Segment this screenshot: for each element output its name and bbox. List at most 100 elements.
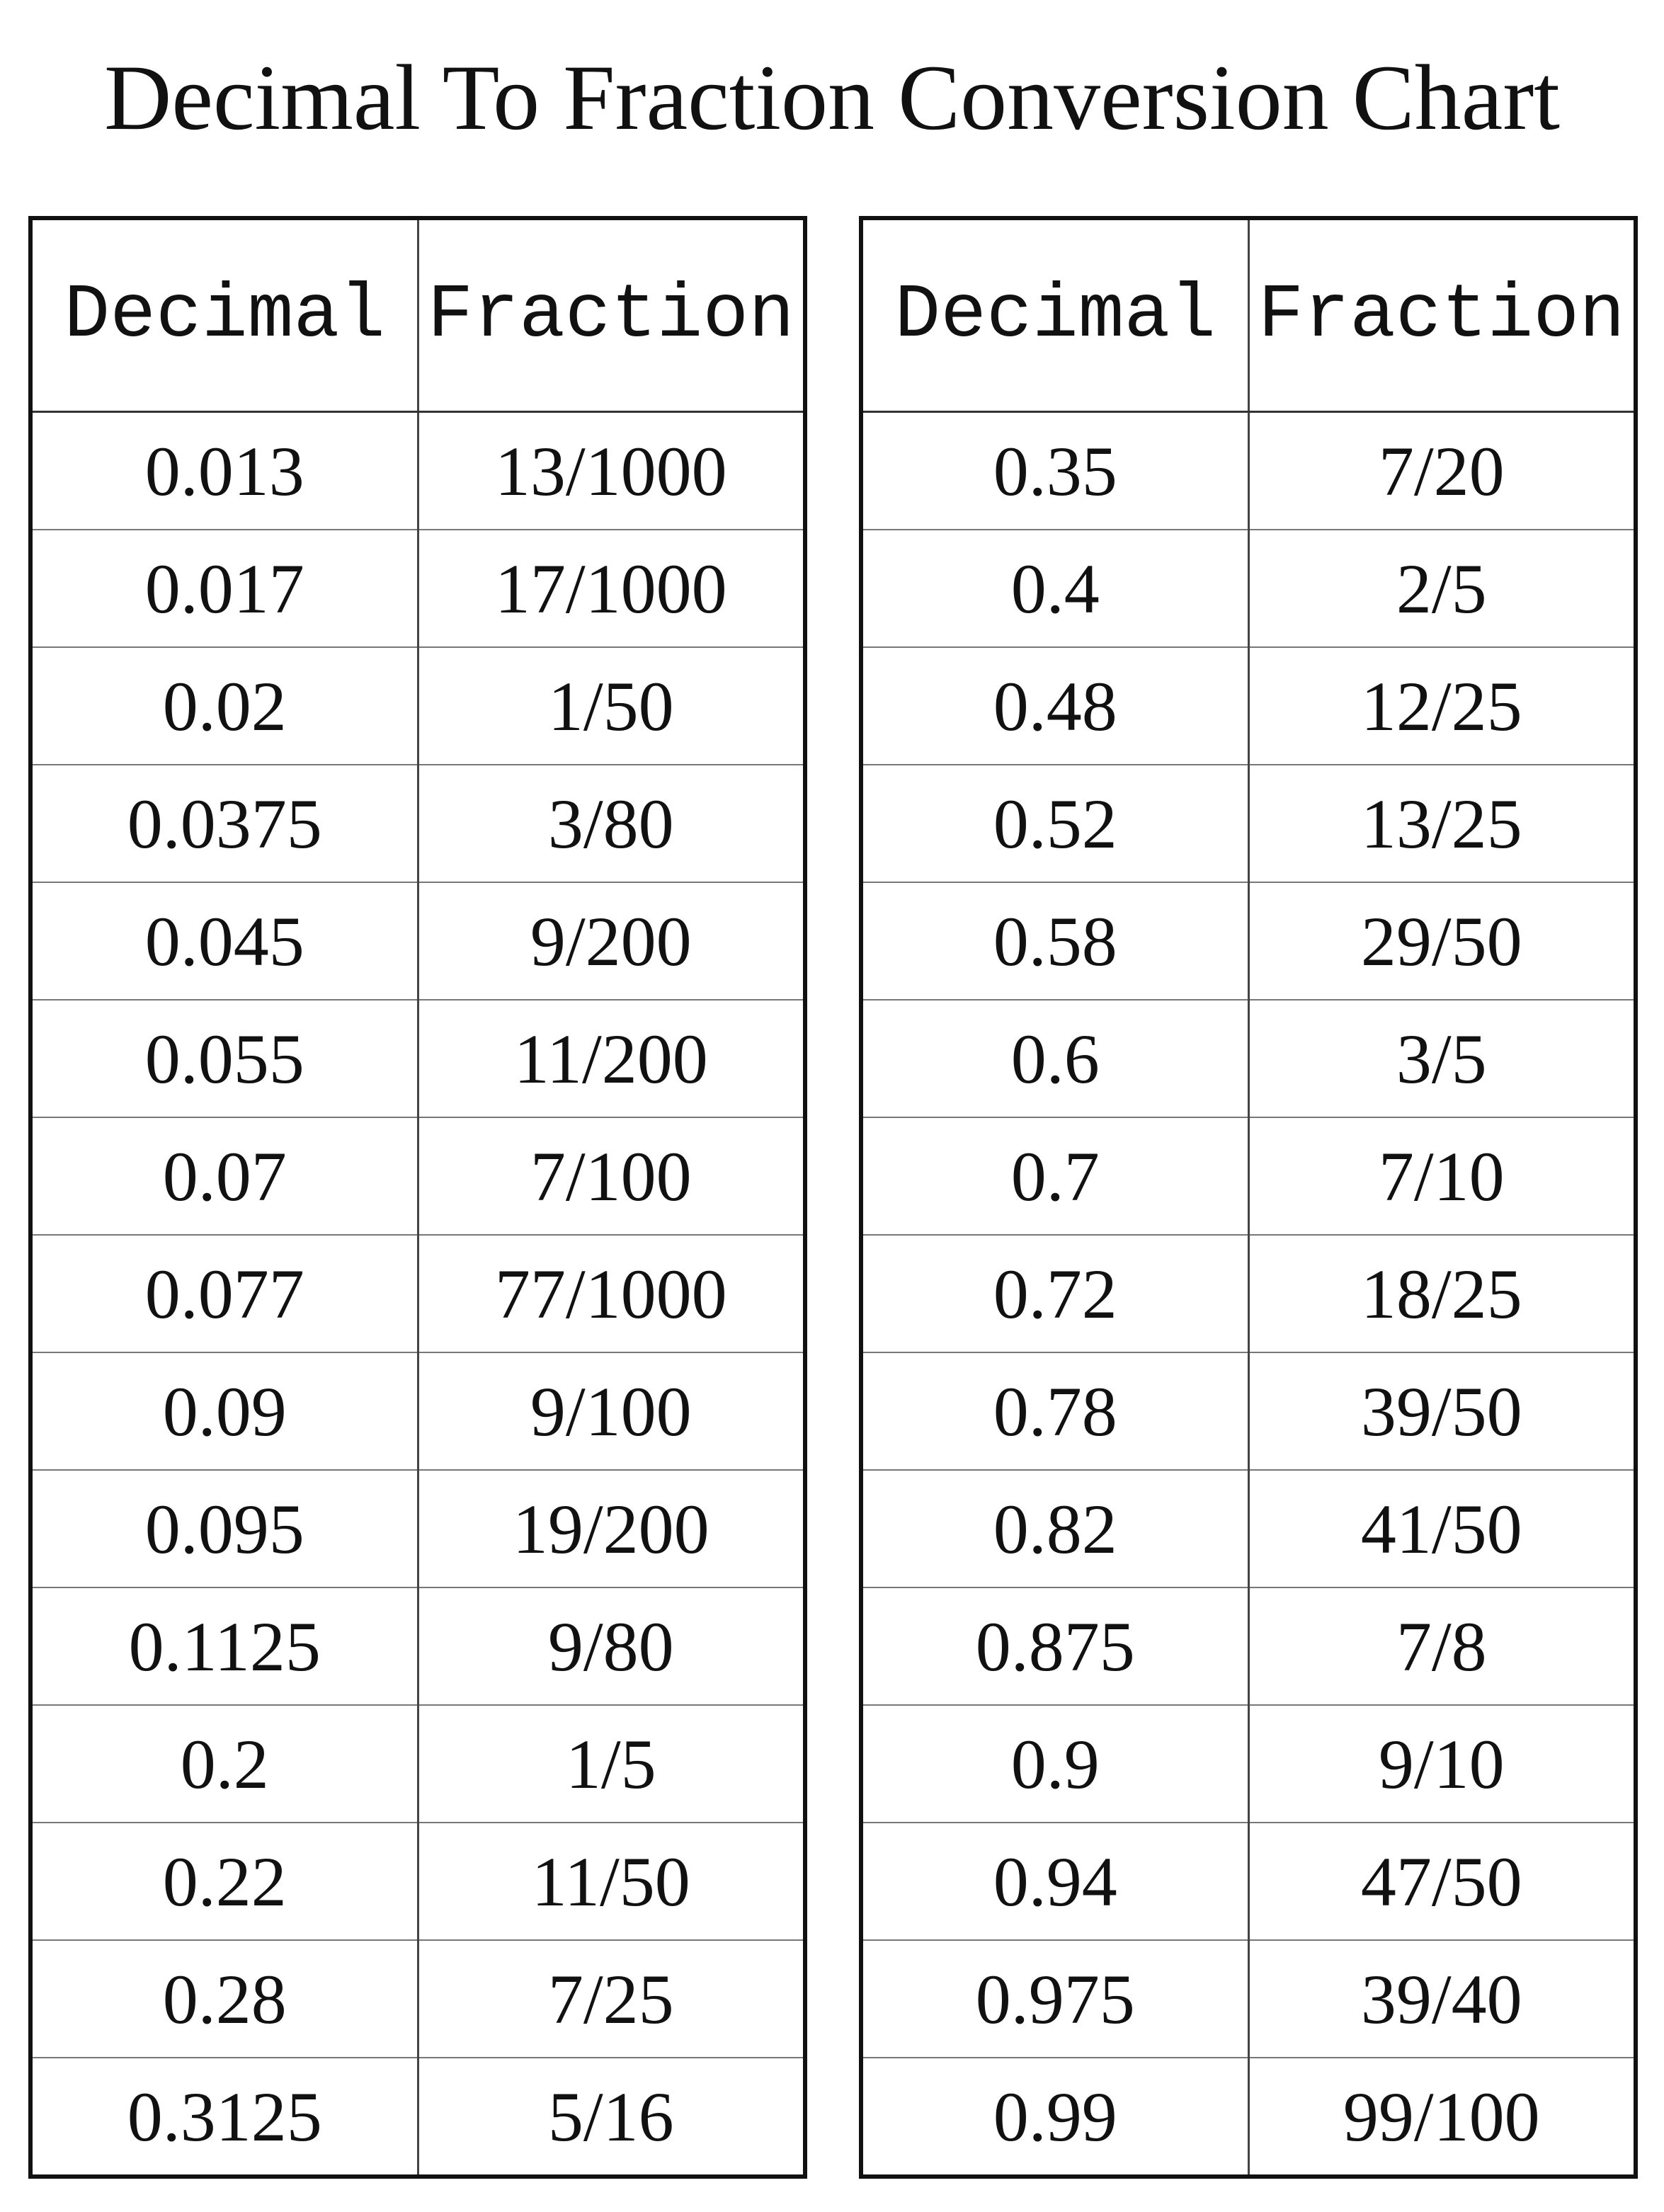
table-row: 0.4 2/5 — [860, 529, 1636, 648]
table-row: 0.1125 9/80 — [30, 1587, 806, 1706]
fraction-cell: 13/1000 — [417, 411, 806, 530]
decimal-cell: 0.013 — [30, 411, 419, 530]
fraction-cell: 47/50 — [1248, 1822, 1636, 1941]
title: Decimal To Fraction Conversion Chart — [104, 45, 1560, 149]
fraction-cell: 39/50 — [1248, 1352, 1636, 1471]
table-row: 0.72 18/25 — [860, 1234, 1636, 1353]
table-row: 0.013 13/1000 — [30, 411, 806, 530]
table-row: 0.045 9/200 — [30, 882, 806, 1000]
table-row: 0.09 9/100 — [30, 1352, 806, 1471]
fraction-cell: 1/5 — [417, 1704, 806, 1823]
fraction-cell: 17/1000 — [417, 529, 806, 648]
table-row: 0.6 3/5 — [860, 999, 1636, 1118]
fraction-cell: 7/20 — [1248, 411, 1636, 530]
fraction-cell: 1/50 — [417, 646, 806, 765]
decimal-cell: 0.2 — [30, 1704, 419, 1823]
decimal-cell: 0.095 — [30, 1469, 419, 1588]
fraction-cell: 9/80 — [417, 1587, 806, 1706]
table-row: 0.94 47/50 — [860, 1822, 1636, 1941]
decimal-cell: 0.017 — [30, 529, 419, 648]
fraction-cell: 99/100 — [1248, 2057, 1636, 2177]
table-row: 0.02 1/50 — [30, 646, 806, 765]
decimal-cell: 0.6 — [860, 999, 1250, 1118]
decimal-cell: 0.1125 — [30, 1587, 419, 1706]
header-cell: Fraction — [417, 217, 806, 413]
decimal-cell: 0.045 — [30, 882, 419, 1000]
table-row: 0.52 13/25 — [860, 764, 1636, 883]
decimal-cell: 0.077 — [30, 1234, 419, 1353]
fraction-cell: 41/50 — [1248, 1469, 1636, 1588]
header-cell: Decimal — [860, 217, 1250, 413]
fraction-cell: 9/200 — [417, 882, 806, 1000]
table-row: 0.0375 3/80 — [30, 764, 806, 883]
decimal-cell: 0.72 — [860, 1234, 1250, 1353]
decimal-cell: 0.35 — [860, 411, 1250, 530]
header-row: Decimal Fraction — [30, 217, 806, 413]
conversion-table: Decimal Fraction 0.013 13/1000 0.017 17/1000 0… — [28, 216, 807, 2179]
table-row: 0.3125 5/16 — [30, 2057, 806, 2177]
table-row: 0.82 41/50 — [860, 1469, 1636, 1588]
table-row: 0.78 39/50 — [860, 1352, 1636, 1471]
table-row: 0.017 17/1000 — [30, 529, 806, 648]
table-row: 0.28 7/25 — [30, 1939, 806, 2058]
decimal-cell: 0.07 — [30, 1117, 419, 1236]
fraction-cell: 77/1000 — [417, 1234, 806, 1353]
decimal-cell: 0.22 — [30, 1822, 419, 1941]
fraction-cell: 13/25 — [1248, 764, 1636, 883]
decimal-cell: 0.875 — [860, 1587, 1250, 1706]
fraction-cell: 7/25 — [417, 1939, 806, 2058]
fraction-cell: 29/50 — [1248, 882, 1636, 1000]
decimal-cell: 0.4 — [860, 529, 1250, 648]
decimal-cell: 0.7 — [860, 1117, 1250, 1236]
decimal-cell: 0.0375 — [30, 764, 419, 883]
decimal-cell: 0.99 — [860, 2057, 1250, 2177]
header-cell: Decimal — [30, 217, 419, 413]
table-row: 0.055 11/200 — [30, 999, 806, 1118]
decimal-cell: 0.78 — [860, 1352, 1250, 1471]
table-row: 0.2 1/5 — [30, 1704, 806, 1823]
fraction-cell: 9/100 — [417, 1352, 806, 1471]
table-row: 0.58 29/50 — [860, 882, 1636, 1000]
table-row: 0.7 7/10 — [860, 1117, 1636, 1236]
decimal-cell: 0.055 — [30, 999, 419, 1118]
fraction-cell: 9/10 — [1248, 1704, 1636, 1823]
fraction-cell: 11/50 — [417, 1822, 806, 1941]
decimal-cell: 0.52 — [860, 764, 1250, 883]
fraction-cell: 39/40 — [1248, 1939, 1636, 2058]
fraction-cell: 12/25 — [1248, 646, 1636, 765]
decimal-cell: 0.58 — [860, 882, 1250, 1000]
decimal-cell: 0.02 — [30, 646, 419, 765]
table-row: 0.095 19/200 — [30, 1469, 806, 1588]
table-row: 0.99 99/100 — [860, 2057, 1636, 2177]
fraction-cell: 7/10 — [1248, 1117, 1636, 1236]
decimal-cell: 0.48 — [860, 646, 1250, 765]
fraction-cell: 19/200 — [417, 1469, 806, 1588]
fraction-cell: 3/80 — [417, 764, 806, 883]
table-row: 0.07 7/100 — [30, 1117, 806, 1236]
decimal-cell: 0.975 — [860, 1939, 1250, 2058]
table-row: 0.35 7/20 — [860, 411, 1636, 530]
table-row: 0.48 12/25 — [860, 646, 1636, 765]
fraction-cell: 18/25 — [1248, 1234, 1636, 1353]
table-row: 0.077 77/1000 — [30, 1234, 806, 1353]
decimal-cell: 0.09 — [30, 1352, 419, 1471]
decimal-cell: 0.94 — [860, 1822, 1250, 1941]
decimal-cell: 0.3125 — [30, 2057, 419, 2177]
decimal-cell: 0.28 — [30, 1939, 419, 2058]
fraction-cell: 11/200 — [417, 999, 806, 1118]
table-row: 0.875 7/8 — [860, 1587, 1636, 1706]
fraction-cell: 7/8 — [1248, 1587, 1636, 1706]
table-row: 0.22 11/50 — [30, 1822, 806, 1941]
decimal-cell: 0.9 — [860, 1704, 1250, 1823]
fraction-cell: 2/5 — [1248, 529, 1636, 648]
conversion-table: Decimal Fraction 0.35 7/20 0.4 2/5 0.48 12/25 0.… — [859, 216, 1638, 2179]
fraction-cell: 3/5 — [1248, 999, 1636, 1118]
fraction-cell: 5/16 — [417, 2057, 806, 2177]
fraction-cell: 7/100 — [417, 1117, 806, 1236]
table-row: 0.9 9/10 — [860, 1704, 1636, 1823]
decimal-cell: 0.82 — [860, 1469, 1250, 1588]
header-cell: Fraction — [1248, 217, 1636, 413]
table-row: 0.975 39/40 — [860, 1939, 1636, 2058]
header-row: Decimal Fraction — [860, 217, 1636, 413]
